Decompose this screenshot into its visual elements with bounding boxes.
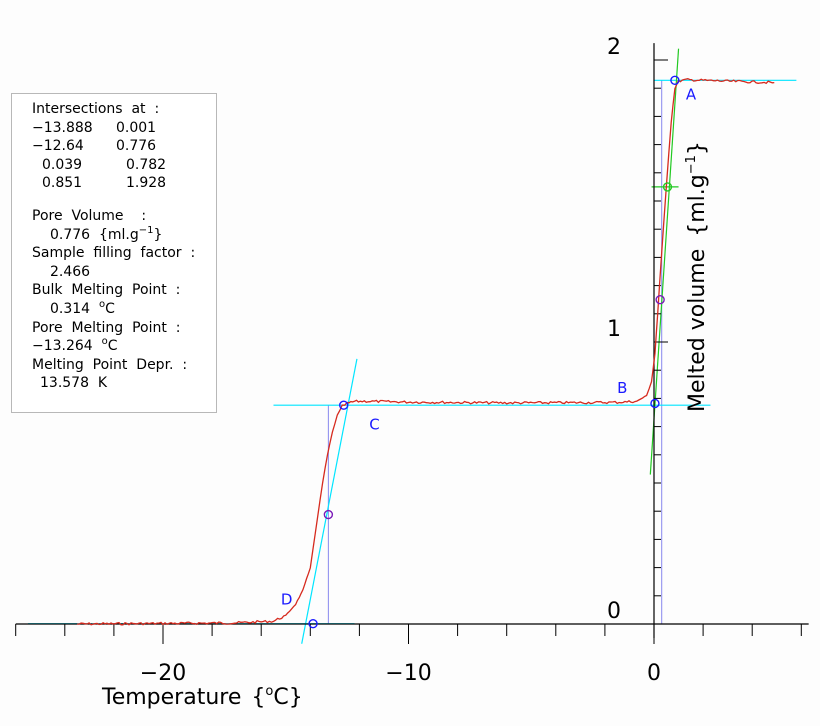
cyan-rise-pore-line [301,358,358,644]
tick-labels: −20 −10 0 0 1 2 [140,35,661,686]
series-layer [77,78,775,626]
marker-bulk-mid [655,295,665,305]
point-label-D: D [281,590,293,608]
melt-curve-series [77,78,775,626]
y-tick-label: 2 [607,35,621,60]
intersection-row: 0.851 1.928 [42,175,167,192]
melting-point-depr-value: 13.578 K [40,375,108,392]
intersection-row: −13.888 0.001 [32,119,157,136]
intersections-title: Intersections at : [32,101,160,117]
sample-filling-label: Sample filling factor : [32,245,196,262]
marker-pore-mid [323,509,334,520]
bulk-melting-point-value: 0.314 oC [50,298,115,317]
pore-volume-label: Pore Volume : [32,207,147,224]
point-label-B: B [617,379,627,397]
x-tick-label: −10 [385,661,431,686]
pore-melting-point-label: Pore Melting Point : [32,319,181,336]
y-tick-label: 1 [607,317,621,342]
marker-B [650,398,660,409]
x-axis-title: Temperature {oC} [101,684,303,710]
y-tick-label: 0 [607,599,621,624]
y-axis-title: Melted volume{ml.g−1} [684,141,710,412]
pore-volume-value: 0.776 {ml.g−1} [50,224,163,243]
results-info-box: Intersections at : −13.888 0.001 −12.64 0.… [11,93,217,413]
intersection-row: −12.64 0.776 [32,138,157,155]
marker-layer [308,75,680,629]
marker-C [338,400,349,410]
marker-bulk-upper [662,182,673,192]
bulk-melting-point-label: Bulk Melting Point : [32,282,181,299]
x-tick-label: −20 [140,661,186,686]
point-label-C: C [369,415,379,433]
intersection-row: 0.039 0.782 [42,156,167,173]
point-label-A: A [686,85,697,103]
pore-melting-point-value: −13.264 oC [32,336,118,355]
sample-filling-value: 2.466 [50,263,91,280]
point-labels: A B C D [281,85,697,608]
x-tick-label: 0 [647,661,661,686]
marker-D [308,619,318,629]
axes [15,43,809,644]
marker-A [670,75,680,86]
melting-point-depr-label: Melting Point Depr. : [32,356,188,373]
drop-lines [327,80,663,624]
green-rise-bulk-line [649,48,680,475]
